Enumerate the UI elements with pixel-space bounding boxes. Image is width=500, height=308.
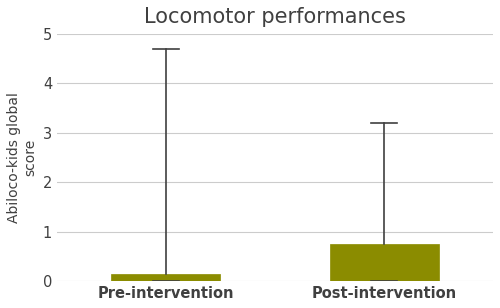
Title: Locomotor performances: Locomotor performances (144, 7, 406, 27)
Bar (112, 274, 220, 281)
Y-axis label: Abiloco-kids global
score: Abiloco-kids global score (7, 92, 37, 223)
Bar (330, 244, 438, 281)
